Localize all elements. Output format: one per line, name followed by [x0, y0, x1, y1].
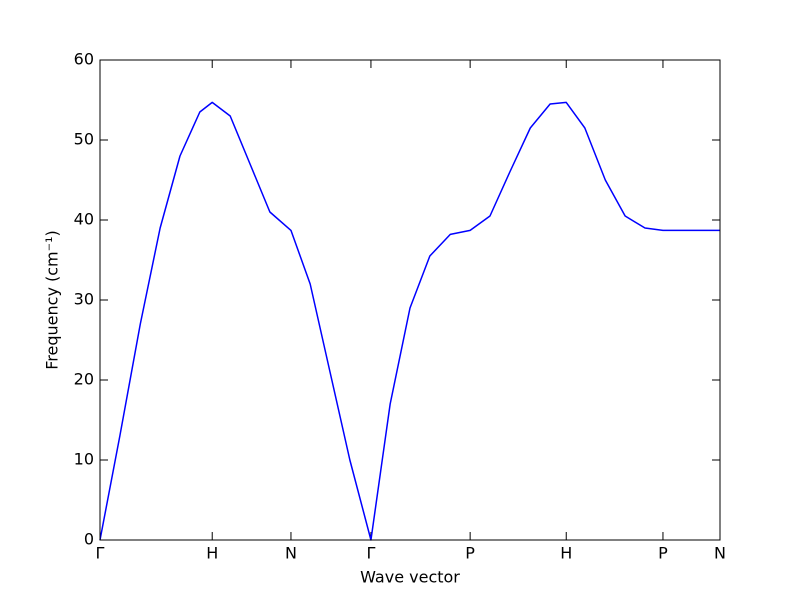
y-tick-label: 60 [74, 50, 94, 69]
x-tick-label: H [206, 544, 218, 563]
x-axis-label: Wave vector [360, 568, 460, 587]
y-tick-label: 10 [74, 450, 94, 469]
x-tick-label: P [658, 544, 668, 563]
x-tick-label: N [285, 544, 297, 563]
y-tick-label: 30 [74, 290, 94, 309]
x-tick-label: H [560, 544, 572, 563]
x-tick-label: Γ [366, 544, 375, 563]
y-tick-label: 20 [74, 370, 94, 389]
y-tick-label: 40 [74, 210, 94, 229]
band-line [99, 101, 720, 541]
x-tick-label: N [714, 544, 726, 563]
y-tick-label: 0 [84, 530, 94, 549]
x-tick-label: P [465, 544, 475, 563]
y-tick-label: 50 [74, 130, 94, 149]
x-tick-label: Γ [96, 544, 105, 563]
y-axis-label: Frequency (cm⁻¹) [43, 230, 62, 369]
plot-frame [99, 59, 721, 541]
